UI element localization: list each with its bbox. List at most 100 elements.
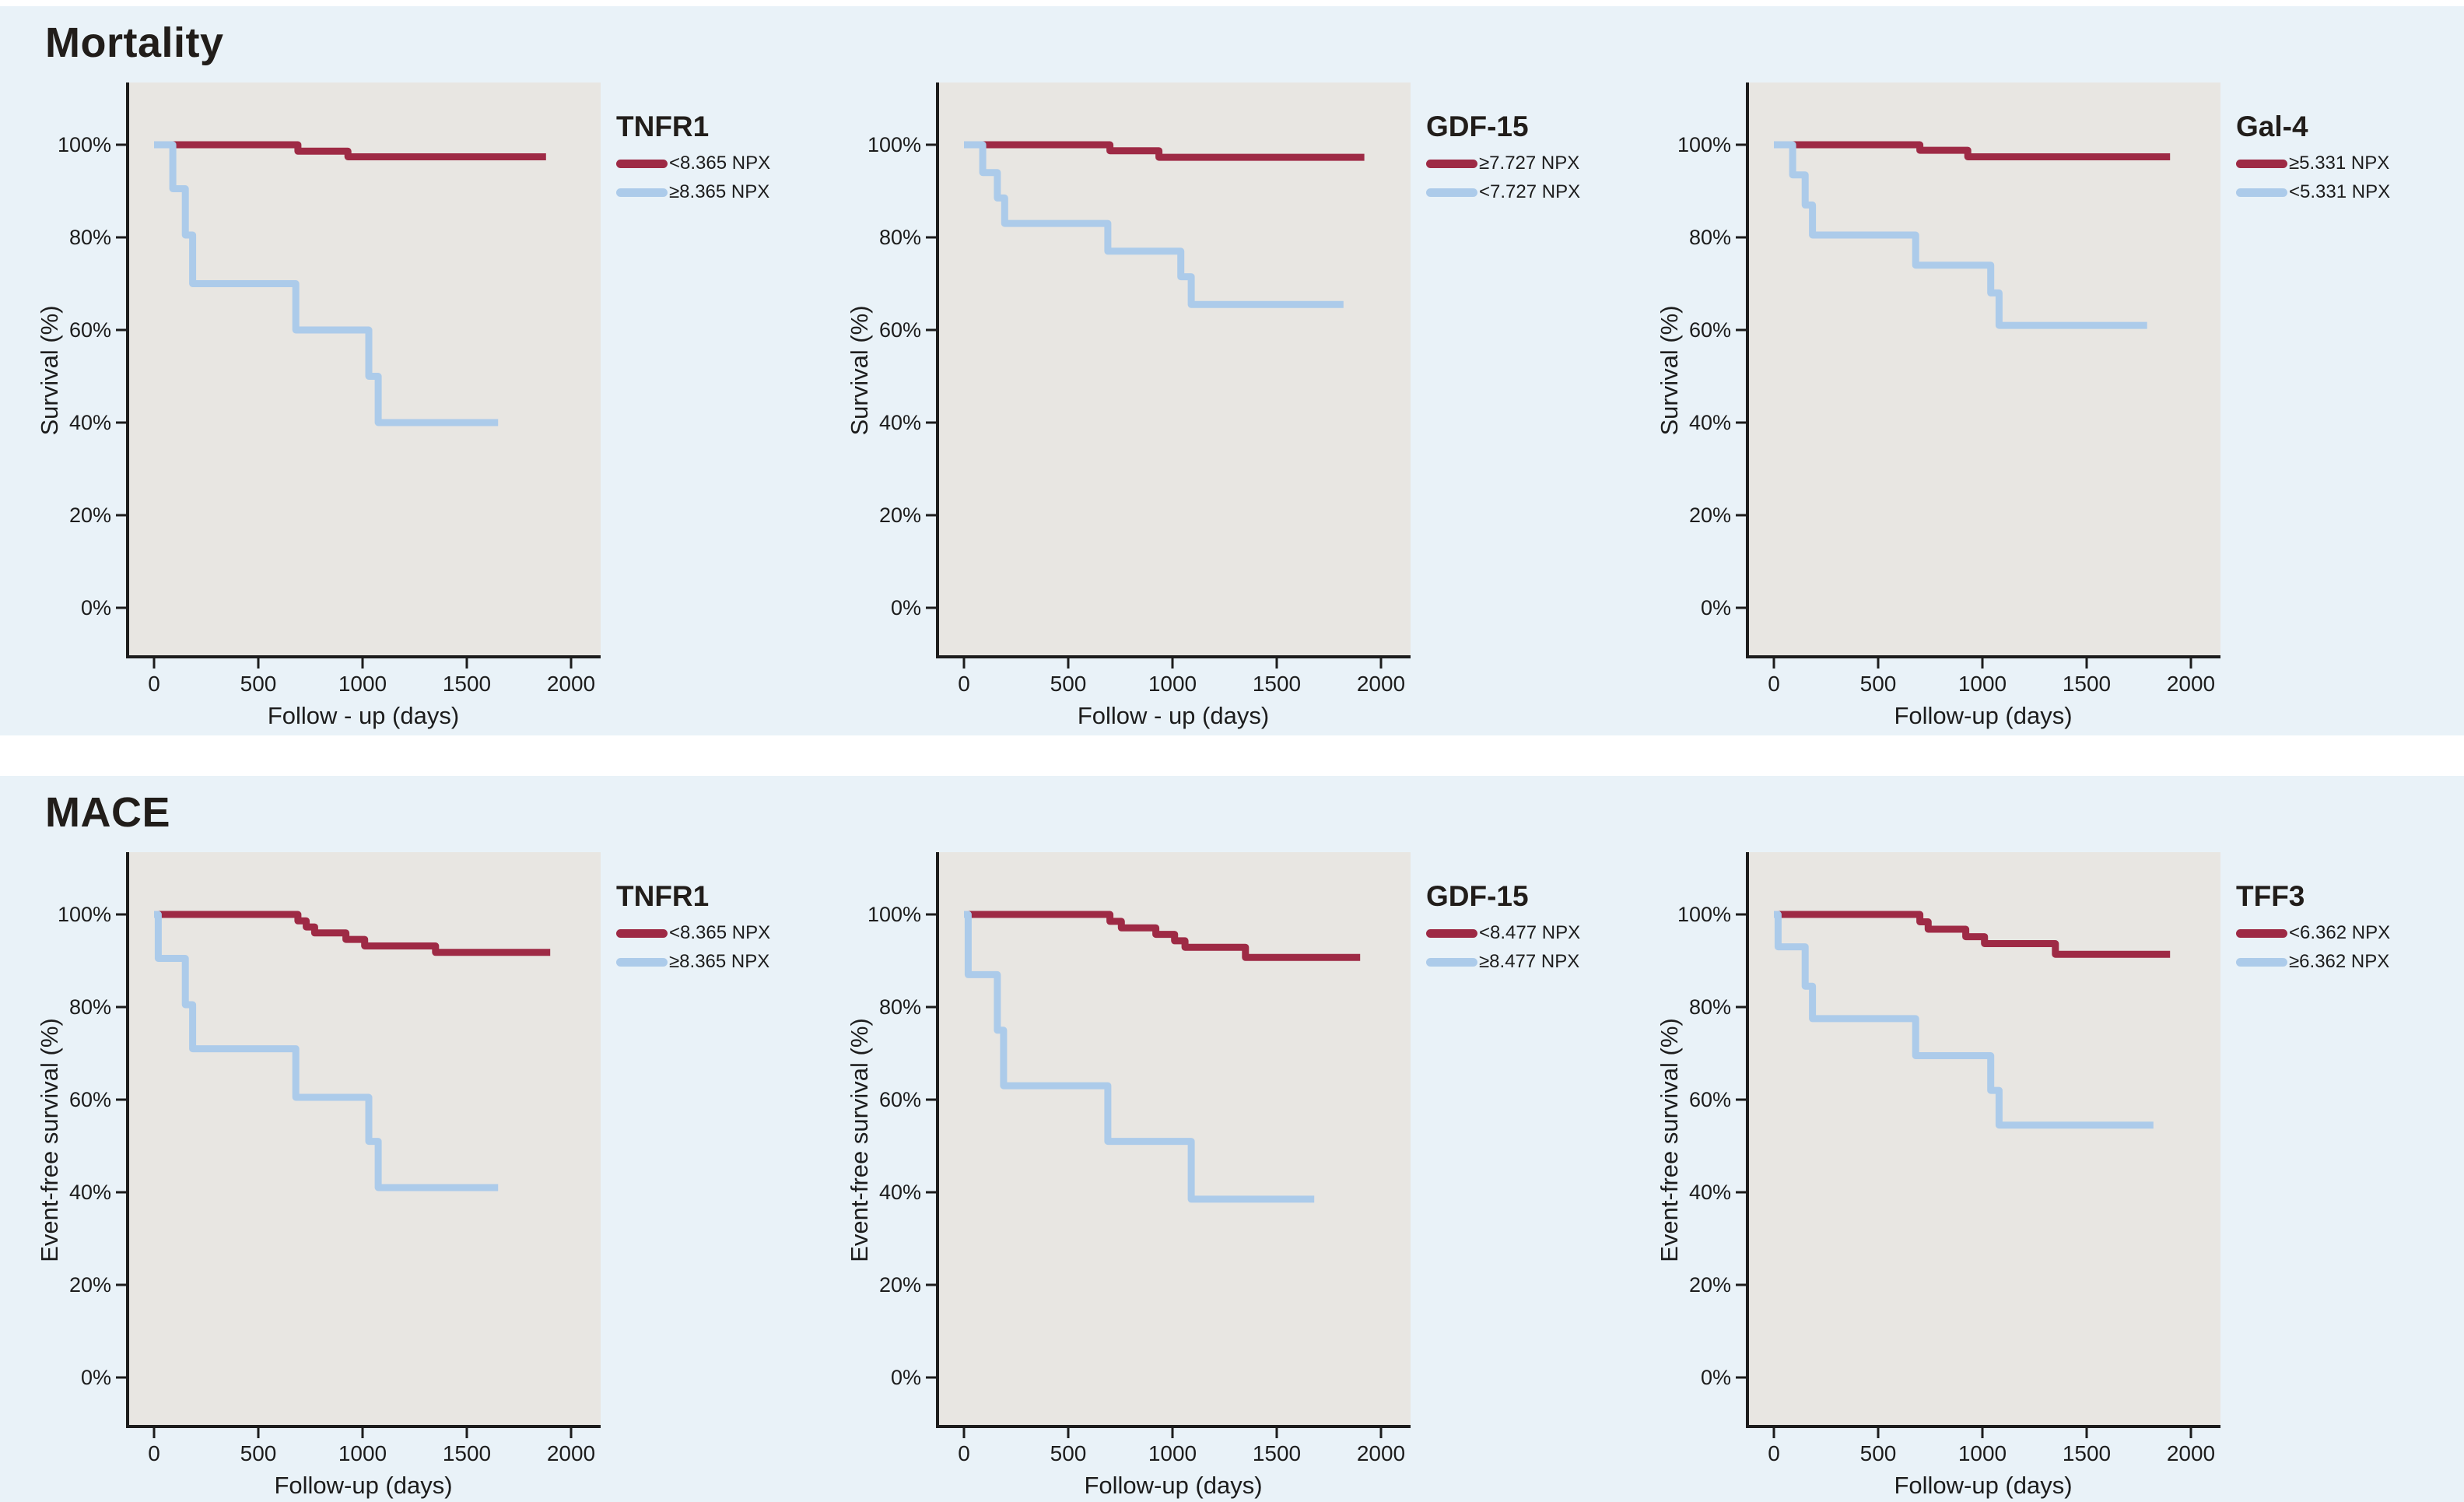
- y-tick-label: 0%: [81, 596, 111, 619]
- km-chart: 100% 80% 60% 40% 20% 0% 0 500 1000 1500 2000 Follow…: [1654, 838, 2464, 1501]
- y-tick-label: 80%: [1689, 995, 1731, 1019]
- y-tick-label: 0%: [891, 596, 921, 619]
- red-km-curve: [154, 141, 546, 160]
- chart-legend: Gal-4 ≥5.331 NPX <5.331 NPX: [2236, 111, 2462, 203]
- x-tick-label: 0: [1768, 672, 1780, 696]
- y-tick-label: 20%: [1689, 1273, 1731, 1297]
- x-tick-label: 2000: [1357, 672, 1405, 696]
- x-tick-label: 1000: [1958, 1441, 2007, 1465]
- red-km-curve: [964, 911, 1361, 961]
- y-tick-label: 60%: [879, 318, 921, 342]
- chart-legend: TNFR1 <8.365 NPX ≥8.365 NPX: [616, 111, 842, 203]
- y-tick-label: 20%: [879, 504, 921, 527]
- x-tick-label: 500: [240, 672, 277, 696]
- x-tick-label: 1000: [1148, 1441, 1197, 1465]
- plot-background: [1746, 82, 2220, 658]
- x-tick-label: 0: [148, 672, 160, 696]
- chart-legend: TFF3 <6.362 NPX ≥6.362 NPX: [2236, 880, 2462, 973]
- y-tick-label: 20%: [69, 504, 111, 527]
- red-series-swatch: [616, 159, 668, 168]
- y-tick-label: 80%: [69, 995, 111, 1019]
- x-axis-label: Follow-up (days): [1894, 1472, 2072, 1499]
- y-tick-label: 100%: [58, 903, 111, 926]
- x-tick-label: 1000: [1148, 672, 1197, 696]
- mortality-charts-row: 100% 80% 60% 40% 20% 0% 0 500 1000 1500 2000 Follow…: [0, 68, 2464, 732]
- blue-km-curve: [1774, 911, 2154, 1129]
- legend-item-blue-group: ≥6.362 NPX: [2236, 951, 2462, 973]
- x-tick-label: 2000: [547, 1441, 595, 1465]
- y-tick-label: 0%: [1701, 1366, 1731, 1389]
- y-axis-label: Event-free survival (%): [1656, 1018, 1683, 1262]
- blue-series-swatch: [2236, 957, 2287, 967]
- blue-series-label: <5.331 NPX: [2289, 181, 2391, 202]
- y-tick-label: 80%: [1689, 226, 1731, 249]
- x-tick-label: 500: [1050, 672, 1087, 696]
- blue-series-swatch: [616, 188, 668, 197]
- red-series-label: <8.365 NPX: [669, 922, 771, 943]
- legend-item-red-group: <8.477 NPX: [1426, 922, 1652, 944]
- legend-item-blue-group: ≥8.365 NPX: [616, 951, 842, 973]
- red-km-curve: [964, 141, 1365, 161]
- mace-panel: MACE 100% 80% 60% 40% 20% 0% 0 500 1000 1500 2000 F…: [0, 776, 2464, 1502]
- x-axis-label: Follow-up (days): [1894, 702, 2072, 729]
- red-series-swatch: [1426, 159, 1477, 168]
- x-axis-label: Follow - up (days): [268, 702, 459, 729]
- legend-item-red-group: <6.362 NPX: [2236, 922, 2462, 944]
- y-tick-label: 80%: [879, 226, 921, 249]
- x-tick-label: 1000: [338, 1441, 387, 1465]
- red-km-curve: [154, 911, 551, 956]
- y-axis-label: Survival (%): [1656, 305, 1683, 435]
- y-tick-label: 0%: [81, 1366, 111, 1389]
- chart-legend: TNFR1 <8.365 NPX ≥8.365 NPX: [616, 880, 842, 973]
- y-tick-label: 20%: [69, 1273, 111, 1297]
- x-tick-label: 0: [1768, 1441, 1780, 1465]
- x-tick-label: 1500: [2063, 1441, 2111, 1465]
- y-tick-label: 20%: [879, 1273, 921, 1297]
- legend-title-biomarker: TFF3: [2236, 880, 2305, 912]
- y-axis-label: Survival (%): [36, 305, 63, 435]
- blue-km-curve: [154, 911, 499, 1191]
- km-chart: 100% 80% 60% 40% 20% 0% 0 500 1000 1500 2000 Follow…: [844, 68, 1654, 732]
- legend-item-red-group: ≥7.727 NPX: [1426, 153, 1652, 174]
- x-tick-label: 0: [958, 672, 970, 696]
- x-tick-label: 1500: [1253, 1441, 1301, 1465]
- x-axis-label: Follow-up (days): [274, 1472, 452, 1499]
- blue-series-swatch: [1426, 957, 1477, 967]
- red-series-label: ≥5.331 NPX: [2289, 153, 2390, 174]
- red-series-label: <6.362 NPX: [2289, 922, 2391, 943]
- y-tick-label: 100%: [867, 133, 921, 156]
- y-tick-label: 80%: [69, 226, 111, 249]
- y-tick-label: 40%: [879, 1181, 921, 1204]
- km-plot-svg: 100% 80% 60% 40% 20% 0% 0 500 1000 1500 2000 Follow…: [36, 82, 601, 729]
- km-plot-svg: 100% 80% 60% 40% 20% 0% 0 500 1000 1500 2000 Follow…: [846, 852, 1411, 1499]
- legend-item-red-group: <8.365 NPX: [616, 153, 842, 174]
- chart-legend: GDF-15 <8.477 NPX ≥8.477 NPX: [1426, 880, 1652, 973]
- blue-series-label: ≥8.365 NPX: [669, 181, 770, 202]
- legend-item-blue-group: <7.727 NPX: [1426, 181, 1652, 203]
- x-axis-label: Follow-up (days): [1084, 1472, 1262, 1499]
- mace-charts-row: 100% 80% 60% 40% 20% 0% 0 500 1000 1500 2000 Follow…: [0, 838, 2464, 1501]
- x-axis-label: Follow - up (days): [1078, 702, 1269, 729]
- plot-background: [1746, 852, 2220, 1428]
- blue-series-label: <7.727 NPX: [1479, 181, 1581, 202]
- y-tick-label: 100%: [58, 133, 111, 156]
- y-axis-label: Event-free survival (%): [846, 1018, 873, 1262]
- y-tick-label: 20%: [1689, 504, 1731, 527]
- x-tick-label: 2000: [2167, 672, 2215, 696]
- legend-item-red-group: ≥5.331 NPX: [2236, 153, 2462, 174]
- red-series-swatch: [1426, 928, 1477, 938]
- legend-item-blue-group: ≥8.365 NPX: [616, 181, 842, 203]
- plot-background: [936, 82, 1411, 658]
- mortality-panel: Mortality 100% 80% 60% 40% 20% 0% 0 500 1000 1500…: [0, 6, 2464, 735]
- legend-title-biomarker: Gal-4: [2236, 111, 2308, 142]
- km-plot-svg: 100% 80% 60% 40% 20% 0% 0 500 1000 1500 2000 Follow…: [1656, 852, 2220, 1499]
- blue-km-curve: [154, 141, 499, 426]
- x-tick-label: 1500: [2063, 672, 2111, 696]
- y-tick-label: 60%: [1689, 318, 1731, 342]
- legend-item-blue-group: ≥8.477 NPX: [1426, 951, 1652, 973]
- y-tick-label: 40%: [1689, 411, 1731, 434]
- mace-section-title: MACE: [45, 789, 170, 836]
- x-tick-label: 500: [1860, 672, 1897, 696]
- x-tick-label: 500: [1050, 1441, 1087, 1465]
